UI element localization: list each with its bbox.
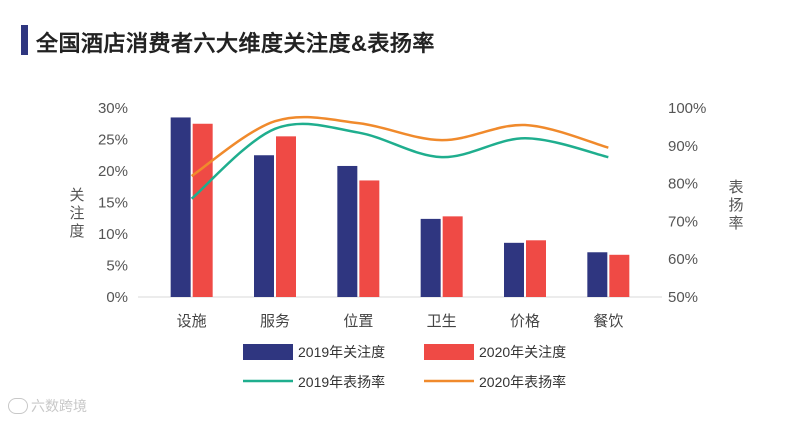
left-tick-label: 5% (106, 258, 128, 275)
legend-label: 2020年关注度 (479, 344, 566, 360)
legend-swatch-bar-2019 (243, 344, 293, 360)
chart-title: 全国酒店消费者六大维度关注度&表扬率 (36, 31, 435, 56)
legend-swatch-bar-2020 (424, 344, 474, 360)
right-tick-label: 50% (668, 289, 698, 306)
left-tick-label: 30% (98, 100, 128, 117)
category-label: 设施 (177, 313, 207, 330)
bar-2020 (526, 240, 546, 297)
category-label: 餐饮 (593, 313, 623, 330)
watermark: 六数跨境 (8, 396, 87, 416)
left-axis-title: 关注度 (69, 187, 84, 240)
line-2019 (190, 122, 609, 200)
line-2020 (190, 115, 609, 178)
bar-2019 (337, 165, 358, 297)
watermark-logo-icon (8, 398, 28, 414)
right-axis-title: 表扬率 (728, 179, 743, 232)
bar-2020 (359, 180, 380, 297)
bar-2020 (442, 216, 463, 297)
legend-label: 2019年表扬率 (298, 374, 385, 390)
right-axis: 50% 60% 70% 80% 90% 100% (668, 100, 706, 306)
bar-2020 (192, 123, 213, 297)
category-label: 卫生 (427, 313, 457, 330)
right-tick-label: 70% (668, 213, 698, 230)
left-tick-label: 20% (98, 163, 128, 180)
bar-2019 (170, 117, 191, 297)
category-label: 服务 (260, 313, 290, 330)
bar-2019 (254, 155, 274, 297)
bar-2020 (276, 136, 296, 297)
bar-2019 (420, 218, 441, 297)
category-labels: 设施 服务 位置 卫生 价格 餐饮 (177, 313, 624, 330)
bars (170, 117, 630, 297)
lines (190, 115, 609, 200)
legend-label: 2020年表扬率 (479, 374, 566, 390)
category-label: 位置 (343, 313, 373, 330)
left-tick-label: 0% (106, 289, 128, 306)
right-axis-title-text: 表扬率 (728, 179, 743, 232)
bar-2020 (609, 254, 630, 297)
right-tick-label: 80% (668, 176, 698, 193)
bar-2019 (587, 252, 608, 297)
legend: 2019年关注度 2020年关注度 2019年表扬率 2020年表扬率 (243, 344, 566, 390)
right-tick-label: 100% (668, 100, 706, 117)
legend-label: 2019年关注度 (298, 344, 385, 360)
left-tick-label: 10% (98, 226, 128, 243)
left-axis: 0% 5% 10% 15% 20% 25% 30% (98, 100, 128, 306)
category-label: 价格 (510, 313, 540, 330)
watermark-text: 六数跨境 (31, 398, 87, 414)
left-axis-title-text: 关注度 (69, 187, 84, 240)
right-tick-label: 60% (668, 251, 698, 268)
left-tick-label: 25% (98, 132, 128, 149)
bar-2019 (504, 242, 524, 297)
title-accent-bar (21, 25, 28, 55)
left-tick-label: 15% (98, 195, 128, 212)
right-tick-label: 90% (668, 138, 698, 155)
